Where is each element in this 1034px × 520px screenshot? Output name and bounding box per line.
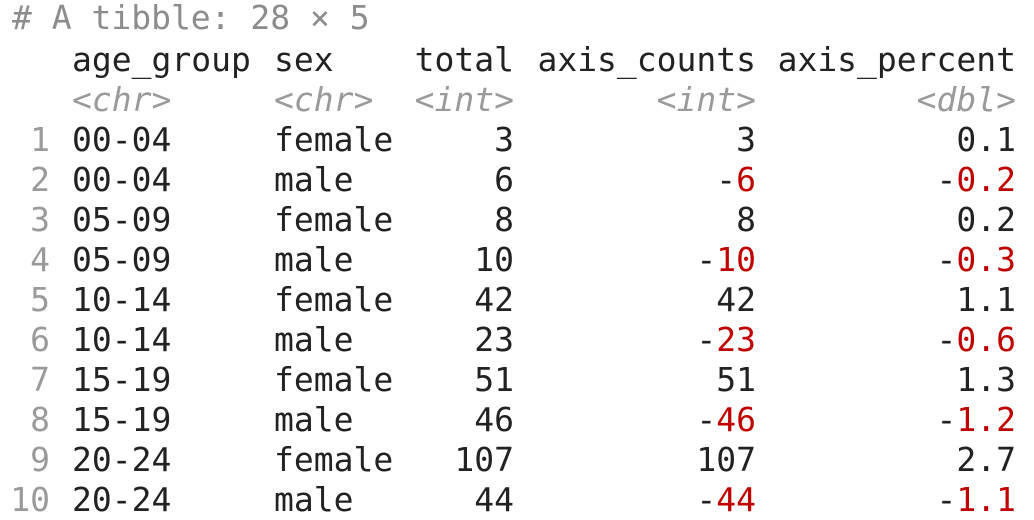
tibble-header: # A tibble: 28 × 5: [12, 0, 370, 37]
row-number: 4: [30, 240, 50, 279]
cell-sex: male: [274, 400, 354, 439]
table-row: 5 10-14 female 42 42 1.1: [0, 280, 1034, 320]
column-type-sex: <chr>: [274, 80, 374, 119]
cell-axis-percent: -0.2: [936, 160, 1016, 199]
cell-axis-counts: 8: [736, 200, 756, 239]
column-name-axis-counts: axis_counts: [537, 40, 756, 79]
cell-axis-counts: 107: [696, 440, 756, 479]
cell-total: 46: [474, 400, 514, 439]
column-name-total: total: [414, 40, 514, 79]
cell-sex: male: [274, 240, 354, 279]
row-number: 3: [30, 200, 50, 239]
cell-total: 10: [474, 240, 514, 279]
row-number: 8: [30, 400, 50, 439]
table-row: 1 00-04 female 3 3 0.1: [0, 120, 1034, 160]
cell-total: 8: [494, 200, 514, 239]
column-name-sex: sex: [274, 40, 334, 79]
row-number: 1: [30, 120, 50, 159]
table-row: 3 05-09 female 8 8 0.2: [0, 200, 1034, 240]
cell-age-group: 00-04: [72, 120, 172, 159]
cell-age-group: 15-19: [72, 400, 172, 439]
row-number: 5: [30, 280, 50, 319]
row-number: 2: [30, 160, 50, 199]
cell-age-group: 10-14: [72, 320, 172, 359]
cell-axis-counts: 3: [736, 120, 756, 159]
row-number: 10: [10, 480, 50, 519]
table-row: 4 05-09 male 10 -10 -0.3: [0, 240, 1034, 280]
cell-sex: male: [274, 480, 354, 519]
cell-axis-counts: 42: [716, 280, 756, 319]
cell-axis-percent: 2.7: [956, 440, 1016, 479]
cell-age-group: 05-09: [72, 200, 172, 239]
column-type-total: <int>: [414, 80, 514, 119]
table-row: 6 10-14 male 23 -23 -0.6: [0, 320, 1034, 360]
cell-axis-counts: -44: [696, 480, 756, 519]
table-row: 10 20-24 male 44 -44 -1.1: [0, 480, 1034, 520]
cell-sex: male: [274, 160, 354, 199]
cell-axis-percent: 1.1: [956, 280, 1016, 319]
row-number: 9: [30, 440, 50, 479]
cell-axis-percent: -0.3: [936, 240, 1016, 279]
cell-age-group: 10-14: [72, 280, 172, 319]
cell-sex: male: [274, 320, 354, 359]
table-row: 9 20-24 female 107 107 2.7: [0, 440, 1034, 480]
cell-total: 44: [474, 480, 514, 519]
cell-axis-counts: 51: [716, 360, 756, 399]
column-type-axis-percent: <dbl>: [916, 80, 1016, 119]
cell-age-group: 20-24: [72, 480, 172, 519]
cell-total: 42: [474, 280, 514, 319]
cell-total: 6: [494, 160, 514, 199]
cell-axis-counts: -23: [696, 320, 756, 359]
cell-axis-counts: -6: [716, 160, 756, 199]
cell-axis-percent: 1.3: [956, 360, 1016, 399]
cell-age-group: 05-09: [72, 240, 172, 279]
cell-sex: female: [274, 440, 394, 479]
column-type-axis-counts: <int>: [656, 80, 756, 119]
row-number: 7: [30, 360, 50, 399]
column-name-age-group: age_group: [72, 40, 251, 79]
row-number: 6: [30, 320, 50, 359]
cell-axis-percent: -0.6: [936, 320, 1016, 359]
cell-total: 3: [494, 120, 514, 159]
cell-age-group: 00-04: [72, 160, 172, 199]
cell-axis-counts: -46: [696, 400, 756, 439]
cell-axis-percent: -1.2: [936, 400, 1016, 439]
cell-axis-counts: -10: [696, 240, 756, 279]
cell-sex: female: [274, 360, 394, 399]
table-row: 7 15-19 female 51 51 1.3: [0, 360, 1034, 400]
column-types-row: <chr> <chr> <int> <int> <dbl>: [0, 80, 1034, 120]
cell-age-group: 20-24: [72, 440, 172, 479]
cell-sex: female: [274, 200, 394, 239]
column-type-age-group: <chr>: [72, 80, 172, 119]
cell-total: 51: [474, 360, 514, 399]
column-names-row: age_group sex total axis_counts axis_per…: [0, 40, 1034, 80]
column-name-axis-percent: axis_percent: [777, 40, 1016, 79]
cell-axis-percent: 0.1: [956, 120, 1016, 159]
table-row: 2 00-04 male 6 -6 -0.2: [0, 160, 1034, 200]
cell-sex: female: [274, 120, 394, 159]
cell-total: 107: [454, 440, 514, 479]
cell-sex: female: [274, 280, 394, 319]
table-row: 8 15-19 male 46 -46 -1.2: [0, 400, 1034, 440]
cell-axis-percent: -1.1: [936, 480, 1016, 519]
cell-total: 23: [474, 320, 514, 359]
cell-age-group: 15-19: [72, 360, 172, 399]
cell-axis-percent: 0.2: [956, 200, 1016, 239]
